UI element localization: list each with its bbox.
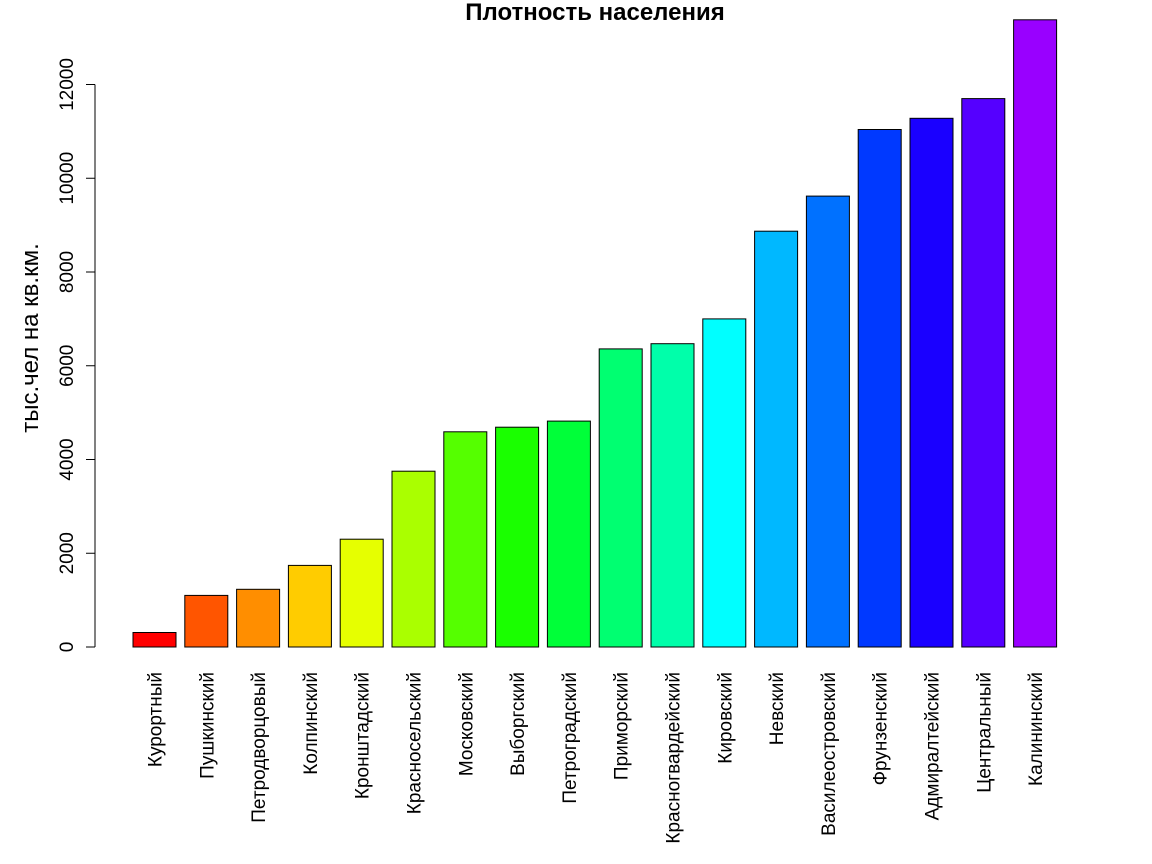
bar-5	[339, 538, 384, 648]
y-tick-label: 2000	[57, 532, 78, 574]
bar-8	[495, 426, 540, 648]
category-label: Кронштадский	[353, 672, 374, 799]
bar-18	[1013, 19, 1058, 648]
y-tick-label: 12000	[57, 58, 78, 111]
category-label: Выборгский	[508, 672, 529, 776]
category-label: Адмиралтейский	[923, 672, 944, 820]
category-labels: Курортный Пушкинский Петродворцовый Колпинс…	[146, 672, 1048, 844]
bar-14	[805, 195, 850, 648]
bar-7	[443, 431, 488, 648]
chart-title: Плотность населения	[465, 0, 724, 26]
category-label: Красносельский	[405, 672, 426, 814]
category-label: Петродворцовый	[249, 672, 270, 823]
bar-12	[702, 318, 747, 648]
category-label: Кировский	[715, 672, 736, 764]
bar-4	[287, 564, 332, 648]
y-axis-label: тыс.чел на кв.км.	[17, 243, 44, 433]
bar-11	[650, 343, 695, 648]
y-tick-label: 6000	[57, 345, 78, 387]
category-label: Приморский	[612, 672, 633, 780]
y-tick-label: 10000	[57, 152, 78, 205]
y-axis: 0 2000 4000 6000 8000 10000 12000	[57, 58, 96, 653]
bar-13	[754, 230, 799, 648]
category-label: Василеостровский	[819, 672, 840, 836]
category-label: Петроградский	[560, 672, 581, 804]
category-label: Пушкинский	[197, 672, 218, 779]
category-label: Красногвардейский	[664, 672, 685, 844]
category-label: Колпинский	[301, 672, 322, 775]
category-label: Центральный	[974, 672, 995, 793]
bar-17	[961, 98, 1006, 648]
bar-15	[857, 129, 902, 648]
category-label: Московский	[456, 672, 477, 776]
y-tick-label: 4000	[57, 438, 78, 480]
y-tick-label: 8000	[57, 251, 78, 293]
bar-2	[184, 594, 229, 648]
category-label: Калининский	[1026, 672, 1047, 786]
category-label: Фрунзенский	[871, 672, 892, 785]
bars-group	[132, 19, 1058, 648]
bar-9	[546, 420, 591, 648]
bar-1	[132, 632, 177, 648]
y-tick-label: 0	[57, 642, 78, 653]
bar-6	[391, 470, 436, 648]
bar-3	[236, 588, 281, 648]
bar-16	[909, 117, 954, 648]
category-label: Невский	[767, 672, 788, 745]
bar-10	[598, 348, 643, 648]
category-label: Курортный	[146, 672, 167, 767]
